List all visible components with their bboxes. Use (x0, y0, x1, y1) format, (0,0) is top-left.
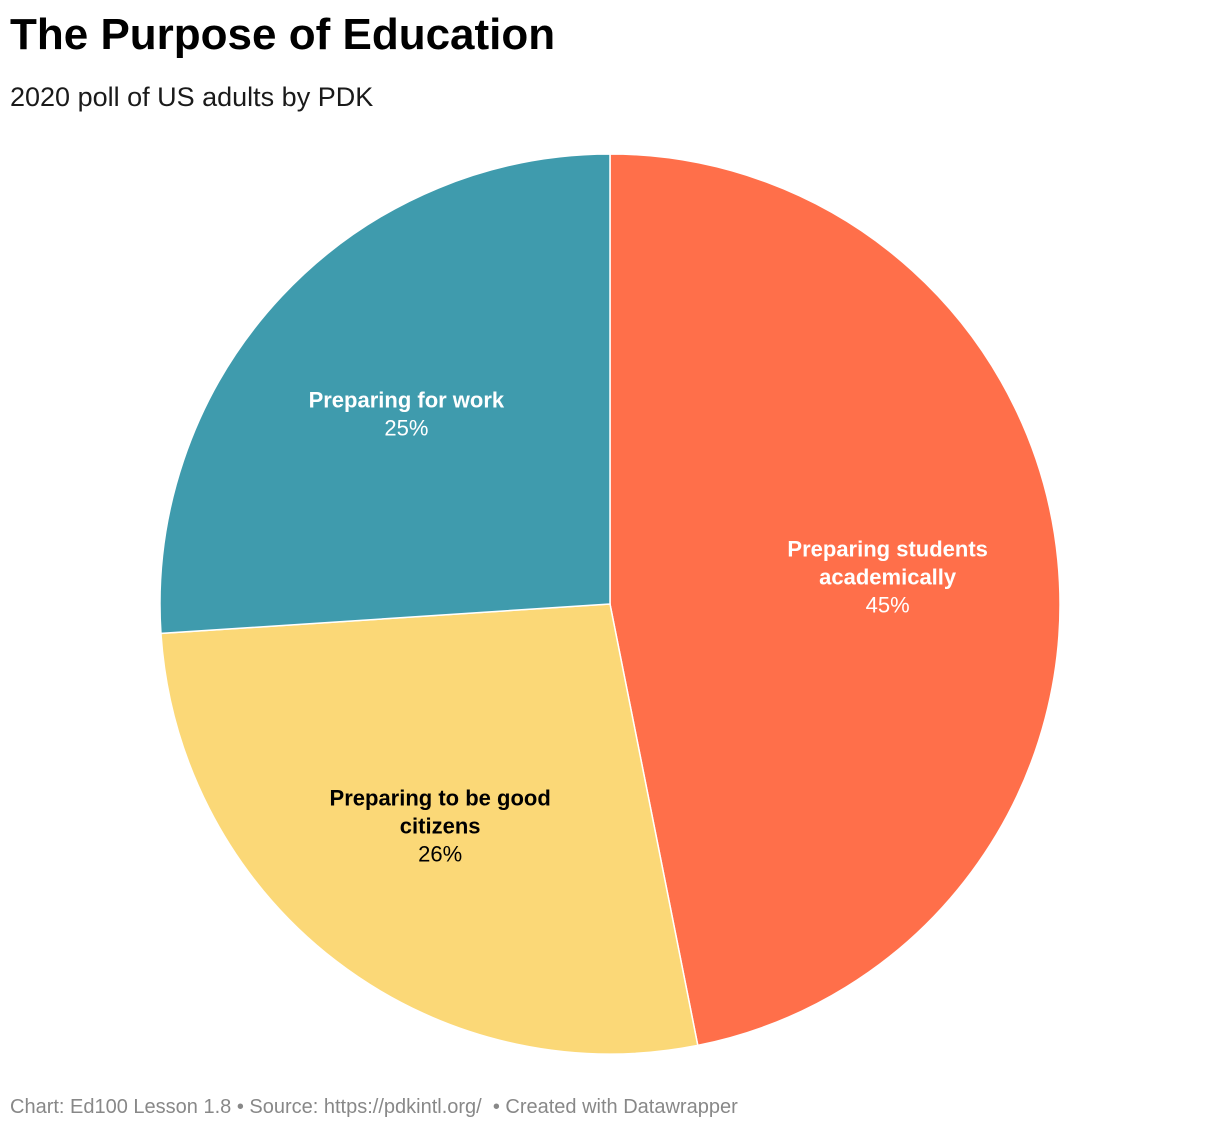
chart-title: The Purpose of Education (10, 10, 556, 59)
pie-chart: Preparing students academically 45%Prepari… (159, 153, 1061, 1055)
chart-footer-credits: Chart: Ed100 Lesson 1.8 • Source: https:… (10, 1096, 738, 1118)
slice-label-preparing-for-work: Preparing for work 25% (309, 387, 505, 440)
slice-name: academically (819, 565, 957, 590)
slice-label-preparing-to-be-good-citizens: Preparing to be good citizens 26% (330, 785, 551, 866)
slice-value: 26% (418, 841, 462, 866)
slice-name: Preparing students (787, 537, 987, 562)
pie-slice-preparing-to-be-good-citizens (160, 603, 699, 1055)
slice-value: 25% (384, 415, 428, 440)
pie-slice-preparing-for-work (159, 153, 611, 635)
slice-name: Preparing to be good (330, 785, 551, 810)
pie-slices (159, 153, 1061, 1055)
pie-slice-preparing-students-academically (609, 153, 1061, 1047)
chart-subtitle: 2020 poll of US adults by PDK (10, 82, 374, 112)
pie-labels: Preparing students academically 45%Prepari… (309, 387, 988, 866)
slice-label-preparing-students-academically: Preparing students academically 45% (787, 537, 987, 618)
slice-name: citizens (400, 813, 481, 838)
slice-value: 45% (866, 593, 910, 618)
slice-name: Preparing for work (309, 387, 505, 412)
